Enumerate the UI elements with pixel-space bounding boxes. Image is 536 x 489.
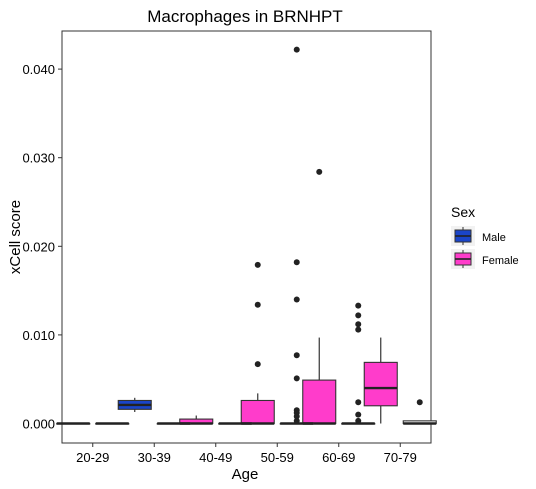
legend-label: Male — [482, 232, 506, 244]
outlier-point — [355, 411, 362, 418]
box-iqr — [363, 361, 398, 407]
box-group — [95, 422, 130, 425]
y-tick-label: 0.000 — [22, 417, 55, 432]
y-tick-label: 0.010 — [22, 328, 55, 343]
chart-title: Macrophages in BRNHPT — [147, 7, 343, 26]
x-tick-label: 50-59 — [261, 450, 294, 465]
legend-key — [451, 226, 475, 246]
legend: Sex Male Female — [451, 204, 519, 269]
legend-key — [451, 249, 475, 269]
outlier-point — [355, 302, 362, 309]
legend-title: Sex — [451, 204, 475, 220]
outlier-point — [355, 312, 362, 319]
box-iqr — [302, 379, 337, 425]
box-group — [341, 302, 376, 425]
x-tick-label: 30-39 — [138, 450, 171, 465]
outlier-point — [355, 417, 362, 424]
y-axis: 0.000 0.010 0.020 0.030 0.040 — [22, 62, 62, 432]
outlier-point — [293, 407, 300, 414]
box-group — [363, 337, 398, 424]
outlier-point — [355, 321, 362, 328]
outlier-point — [254, 301, 261, 308]
box-group — [279, 46, 314, 425]
y-tick-label: 0.030 — [22, 151, 55, 166]
y-tick-label: 0.020 — [22, 239, 55, 254]
y-axis-label: xCell score — [7, 200, 24, 274]
outlier-point — [254, 361, 261, 368]
x-tick-label: 70-79 — [384, 450, 417, 465]
box-group — [117, 397, 152, 412]
box-group — [302, 168, 337, 425]
boxes — [56, 46, 437, 425]
box-group — [56, 422, 91, 425]
x-axis-label: Age — [232, 466, 259, 483]
box-group — [402, 399, 437, 425]
x-axis: 20-29 30-39 40-49 50-59 60-69 70-79 — [76, 443, 417, 465]
outlier-point — [316, 168, 323, 175]
outlier-point — [254, 261, 261, 268]
box-group — [156, 422, 191, 425]
outlier-point — [293, 46, 300, 53]
legend-label: Female — [482, 255, 519, 267]
outlier-point — [293, 352, 300, 359]
outlier-point — [293, 259, 300, 266]
box-iqr — [240, 399, 275, 425]
outlier-point — [416, 399, 423, 406]
outlier-point — [355, 399, 362, 406]
x-tick-label: 40-49 — [199, 450, 232, 465]
outlier-point — [293, 375, 300, 382]
y-tick-label: 0.040 — [22, 62, 55, 77]
box-group — [218, 422, 253, 425]
outlier-point — [293, 296, 300, 303]
outlier-point — [293, 417, 300, 424]
x-tick-label: 60-69 — [322, 450, 355, 465]
x-tick-label: 20-29 — [76, 450, 109, 465]
legend-entries: Male Female — [451, 226, 519, 269]
outlier-point — [355, 326, 362, 333]
